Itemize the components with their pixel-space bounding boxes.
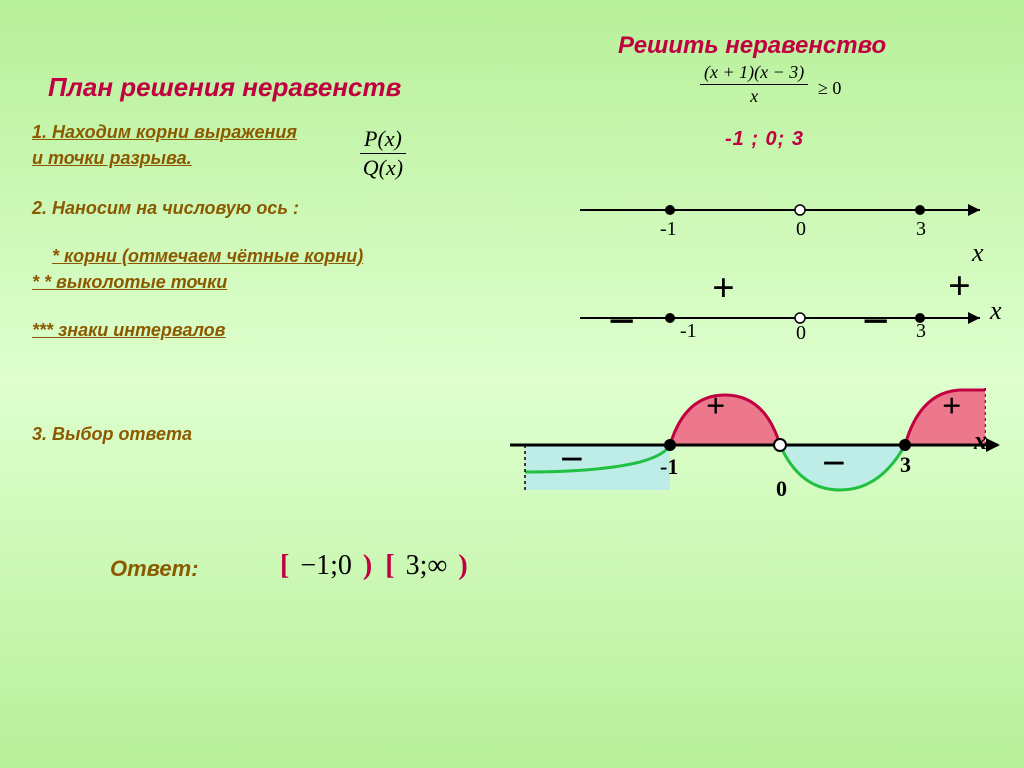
d2-x: x bbox=[990, 296, 1002, 326]
d2-m0: 0 bbox=[796, 322, 806, 345]
d3-plus-1: + bbox=[706, 388, 725, 426]
formula-den: x bbox=[700, 86, 808, 107]
d1-m1: -1 bbox=[660, 218, 677, 241]
d2-minus-1: − bbox=[608, 310, 635, 334]
d3-minus-1: − bbox=[560, 450, 584, 471]
answer-interval: [ −1;0 ) [ 3;∞ ) bbox=[280, 550, 468, 582]
d3-minus-2: − bbox=[822, 454, 846, 475]
int-v2: 3;∞ bbox=[402, 550, 452, 581]
title-plan: План решения неравенств bbox=[48, 72, 401, 103]
axis-diagram-1 bbox=[570, 190, 1010, 250]
d3-m3: 3 bbox=[900, 452, 911, 478]
d1-m3: 3 bbox=[916, 218, 926, 241]
step-2b: * * выколотые точки bbox=[32, 272, 227, 293]
ratio-num: P(x) bbox=[360, 126, 406, 152]
d2-plus-1: + bbox=[712, 264, 735, 311]
d2-m3: 3 bbox=[916, 320, 926, 343]
step-2a: * корни (отмечаем чётные корни) bbox=[52, 246, 363, 267]
formula-line bbox=[700, 84, 808, 85]
d3-x: x bbox=[974, 426, 987, 456]
ratio-frac: P(x) Q(x) bbox=[360, 126, 406, 181]
step-1a: 1. Находим корни выражения bbox=[32, 122, 297, 143]
formula-num: (x + 1)(x − 3) bbox=[700, 62, 808, 83]
br-r1: ) bbox=[363, 550, 372, 581]
d2-minus-2: − bbox=[862, 310, 889, 334]
d2-plus-2: + bbox=[948, 262, 971, 309]
ratio-den: Q(x) bbox=[360, 155, 406, 181]
int-v1: −1;0 bbox=[296, 550, 356, 581]
d3-plus-2: + bbox=[942, 388, 961, 426]
main-formula: (x + 1)(x − 3) x bbox=[700, 62, 808, 107]
d1-x: x bbox=[972, 238, 984, 268]
step-2c: *** знаки интервалов bbox=[32, 320, 226, 341]
roots-list: -1 ; 0; 3 bbox=[725, 128, 804, 151]
br-l1: [ bbox=[280, 550, 289, 581]
br-r2: ) bbox=[458, 550, 467, 581]
d2-m1: -1 bbox=[680, 320, 697, 343]
ratio-line bbox=[360, 153, 406, 154]
formula-rel: ≥ 0 bbox=[818, 78, 841, 99]
axis-diagram-2 bbox=[570, 300, 1010, 350]
step-2: 2. Наносим на числовую ось : bbox=[32, 198, 299, 219]
answer-label: Ответ: bbox=[110, 556, 199, 582]
br-l2: [ bbox=[379, 550, 394, 581]
d1-m0: 0 bbox=[796, 218, 806, 241]
d3-m0: 0 bbox=[776, 476, 787, 502]
step-3: 3. Выбор ответа bbox=[32, 424, 192, 445]
header-solve: Решить неравенство bbox=[618, 32, 886, 60]
d3-m1: -1 bbox=[660, 454, 678, 480]
step-1b: и точки разрыва. bbox=[32, 148, 192, 169]
